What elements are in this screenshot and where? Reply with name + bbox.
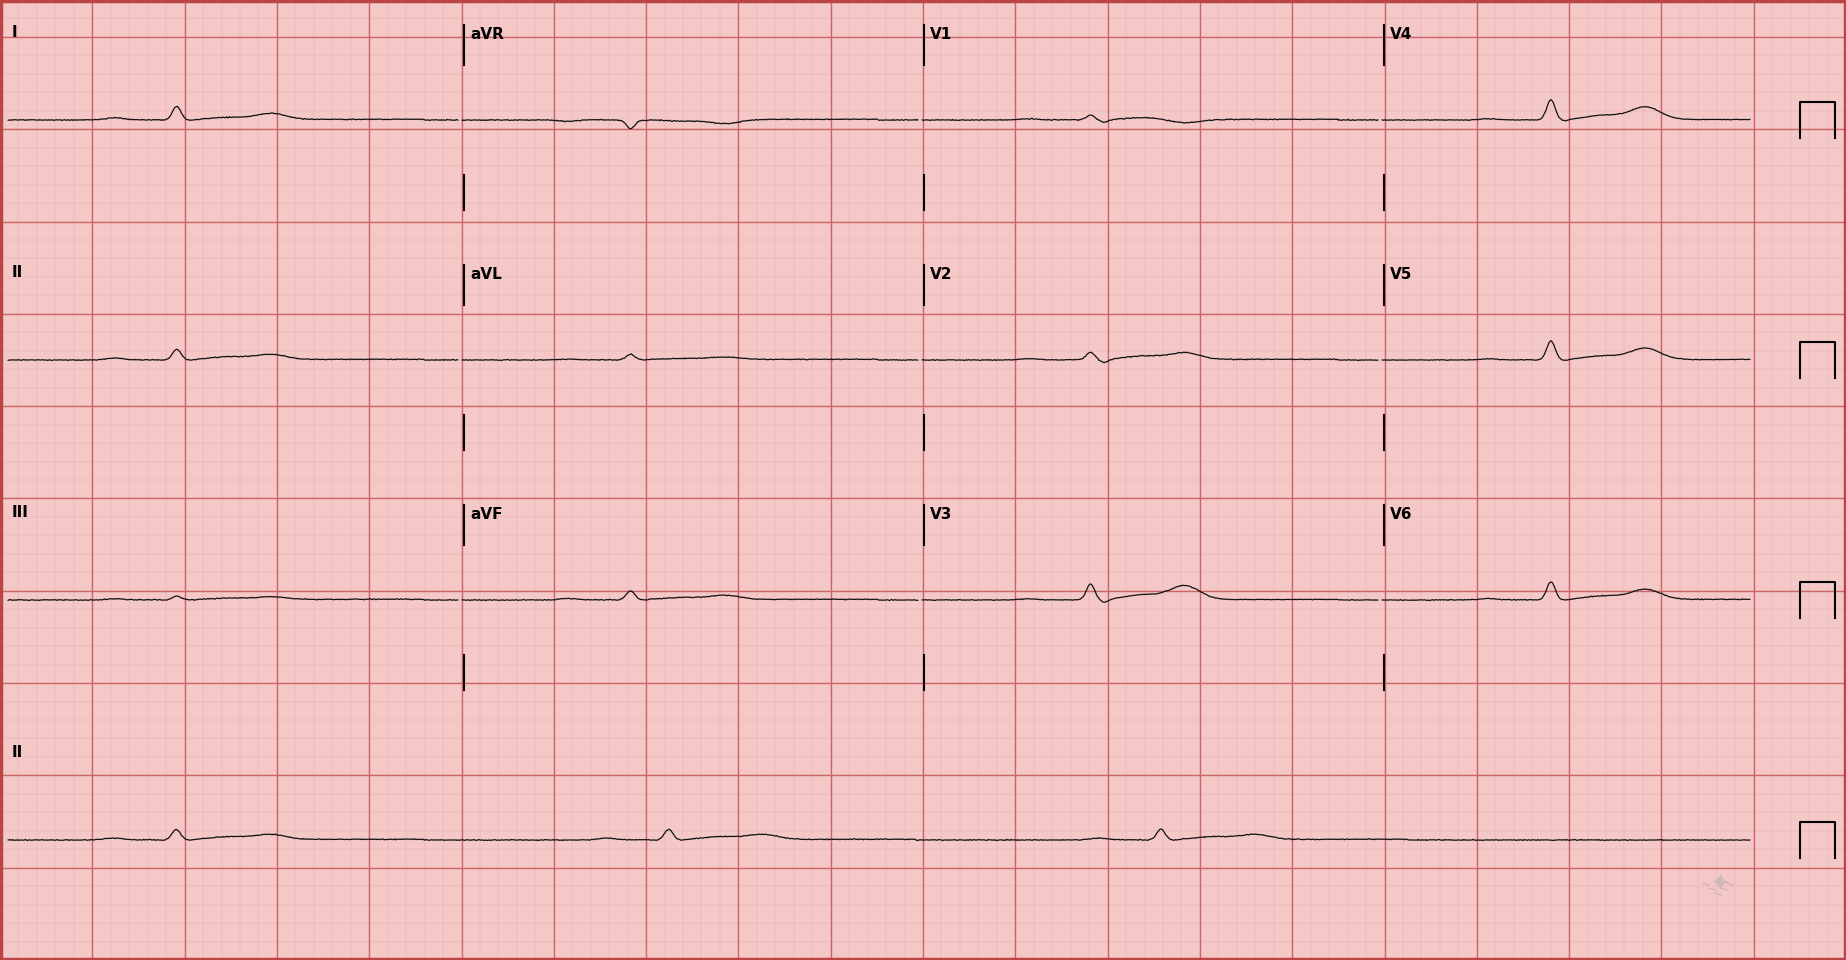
- Text: II: II: [13, 745, 24, 760]
- Text: aVR: aVR: [471, 27, 504, 42]
- Text: V2: V2: [930, 267, 953, 282]
- Text: ✦: ✦: [1709, 873, 1730, 897]
- Text: aVF: aVF: [471, 507, 502, 522]
- Text: V6: V6: [1390, 507, 1412, 522]
- Text: II: II: [13, 265, 24, 280]
- Text: V1: V1: [930, 27, 953, 42]
- Text: V4: V4: [1390, 27, 1412, 42]
- Text: I: I: [13, 25, 18, 40]
- Text: V5: V5: [1390, 267, 1412, 282]
- Text: III: III: [13, 505, 30, 520]
- Text: V3: V3: [930, 507, 953, 522]
- Text: aVL: aVL: [471, 267, 502, 282]
